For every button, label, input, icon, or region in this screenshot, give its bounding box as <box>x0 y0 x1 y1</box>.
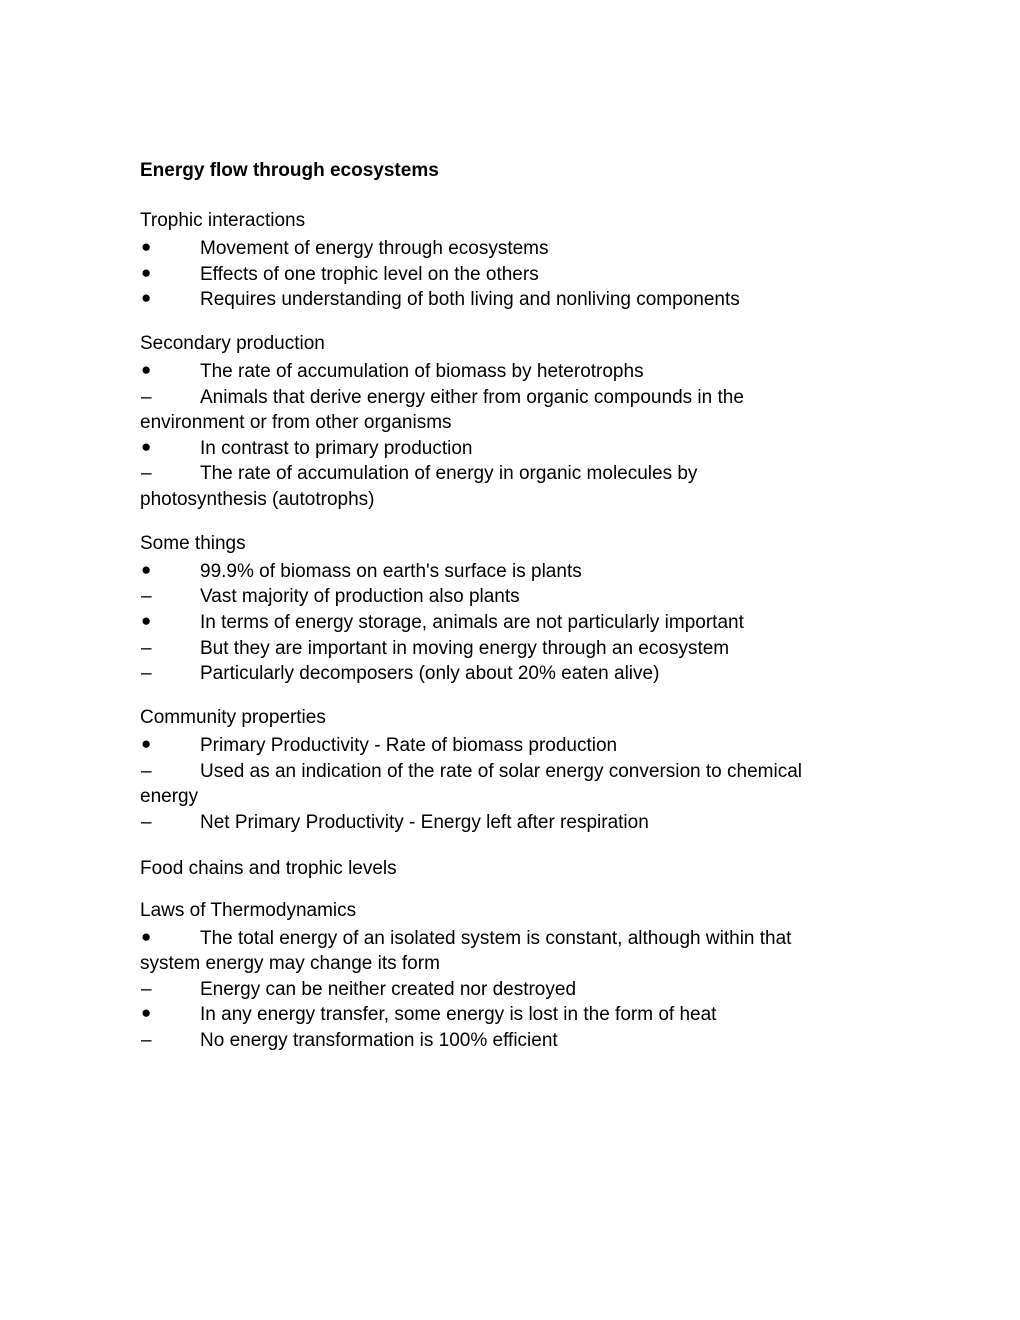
bullet-icon: ● <box>140 1002 200 1025</box>
item-text: Movement of energy through ecosystems <box>200 236 549 262</box>
section-header: Food chains and trophic levels <box>140 858 880 880</box>
section-list: ●Primary Productivity - Rate of biomass … <box>140 733 880 836</box>
item-text: The rate of accumulation of biomass by h… <box>200 359 644 385</box>
section-header: Some things <box>140 533 880 555</box>
item-text: Net Primary Productivity - Energy left a… <box>200 810 649 836</box>
list-item: ●Effects of one trophic level on the oth… <box>140 262 880 288</box>
section-header: Community properties <box>140 707 880 729</box>
dash-icon: – <box>140 461 200 487</box>
item-text: The rate of accumulation of energy in or… <box>200 461 697 487</box>
item-text: Primary Productivity - Rate of biomass p… <box>200 733 617 759</box>
list-item: ●In any energy transfer, some energy is … <box>140 1002 880 1028</box>
bullet-icon: ● <box>140 436 200 459</box>
list-item: ●Primary Productivity - Rate of biomass … <box>140 733 880 759</box>
item-text-wrapped: energy <box>140 784 880 810</box>
document-title: Energy flow through ecosystems <box>140 160 880 182</box>
section-list: ●The rate of accumulation of biomass by … <box>140 359 880 513</box>
item-text: In any energy transfer, some energy is l… <box>200 1002 716 1028</box>
item-text: Vast majority of production also plants <box>200 584 520 610</box>
list-item: –Used as an indication of the rate of so… <box>140 759 880 785</box>
item-text: Requires understanding of both living an… <box>200 287 740 313</box>
list-item: ●Movement of energy through ecosystems <box>140 236 880 262</box>
item-text: In terms of energy storage, animals are … <box>200 610 744 636</box>
dash-icon: – <box>140 810 200 836</box>
item-text: Energy can be neither created nor destro… <box>200 977 576 1003</box>
item-text-wrapped: environment or from other organisms <box>140 410 880 436</box>
item-text: But they are important in moving energy … <box>200 636 729 662</box>
list-item: –Animals that derive energy either from … <box>140 385 880 411</box>
section-header: Laws of Thermodynamics <box>140 900 880 922</box>
dash-icon: – <box>140 1028 200 1054</box>
dash-icon: – <box>140 385 200 411</box>
item-text-wrapped: photosynthesis (autotrophs) <box>140 487 880 513</box>
bullet-icon: ● <box>140 287 200 310</box>
list-item: ●In terms of energy storage, animals are… <box>140 610 880 636</box>
item-text: Particularly decomposers (only about 20%… <box>200 661 659 687</box>
list-item: ●99.9% of biomass on earth's surface is … <box>140 559 880 585</box>
dash-icon: – <box>140 661 200 687</box>
item-text: In contrast to primary production <box>200 436 472 462</box>
section-list: ●The total energy of an isolated system … <box>140 926 880 1054</box>
bullet-icon: ● <box>140 359 200 382</box>
list-item: –But they are important in moving energy… <box>140 636 880 662</box>
item-text: Effects of one trophic level on the othe… <box>200 262 539 288</box>
list-item: –Net Primary Productivity - Energy left … <box>140 810 880 836</box>
list-item: –No energy transformation is 100% effici… <box>140 1028 880 1054</box>
document-page: Energy flow through ecosystems Trophic i… <box>0 0 1020 1320</box>
bullet-icon: ● <box>140 733 200 756</box>
bullet-icon: ● <box>140 610 200 633</box>
section-list: ●99.9% of biomass on earth's surface is … <box>140 559 880 687</box>
section-header: Secondary production <box>140 333 880 355</box>
dash-icon: – <box>140 584 200 610</box>
bullet-icon: ● <box>140 236 200 259</box>
list-item: –Vast majority of production also plants <box>140 584 880 610</box>
dash-icon: – <box>140 759 200 785</box>
list-item: –The rate of accumulation of energy in o… <box>140 461 880 487</box>
list-item: ●The total energy of an isolated system … <box>140 926 880 952</box>
item-text: No energy transformation is 100% efficie… <box>200 1028 558 1054</box>
list-item: ●The rate of accumulation of biomass by … <box>140 359 880 385</box>
dash-icon: – <box>140 977 200 1003</box>
item-text: Animals that derive energy either from o… <box>200 385 744 411</box>
section-list: ●Movement of energy through ecosystems ●… <box>140 236 880 313</box>
item-text: 99.9% of biomass on earth's surface is p… <box>200 559 582 585</box>
section-header: Trophic interactions <box>140 210 880 232</box>
item-text: The total energy of an isolated system i… <box>200 926 791 952</box>
bullet-icon: ● <box>140 926 200 949</box>
dash-icon: – <box>140 636 200 662</box>
item-text-wrapped: system energy may change its form <box>140 951 880 977</box>
bullet-icon: ● <box>140 559 200 582</box>
list-item: –Particularly decomposers (only about 20… <box>140 661 880 687</box>
item-text: Used as an indication of the rate of sol… <box>200 759 802 785</box>
list-item: ●In contrast to primary production <box>140 436 880 462</box>
bullet-icon: ● <box>140 262 200 285</box>
list-item: –Energy can be neither created nor destr… <box>140 977 880 1003</box>
list-item: ●Requires understanding of both living a… <box>140 287 880 313</box>
